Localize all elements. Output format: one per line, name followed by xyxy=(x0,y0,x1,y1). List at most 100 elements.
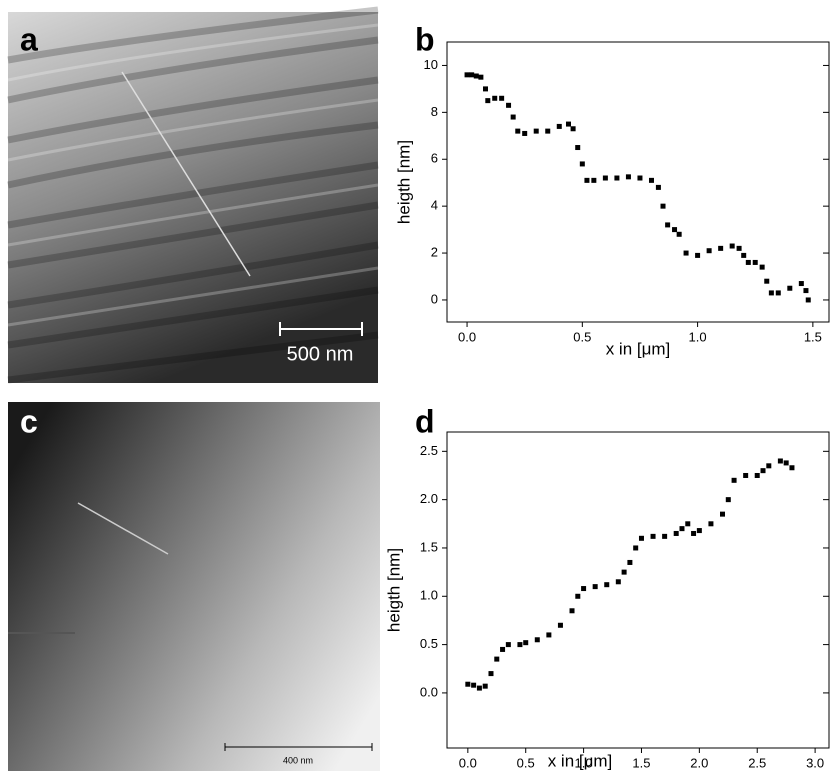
y-tick-label: 6 xyxy=(431,151,438,166)
panel-label: c xyxy=(20,403,38,439)
plot-frame xyxy=(446,41,830,323)
data-point xyxy=(695,252,701,258)
data-point xyxy=(575,145,581,151)
data-point xyxy=(655,184,661,190)
data-point xyxy=(464,72,470,78)
data-point xyxy=(759,264,765,270)
y-axis-label: heigth [nm] xyxy=(394,140,413,224)
data-point xyxy=(729,243,735,249)
y-tick-label: 2.0 xyxy=(420,491,438,506)
x-tick-label: 0.5 xyxy=(517,755,535,770)
data-point xyxy=(546,632,552,638)
data-point xyxy=(579,161,585,167)
data-point xyxy=(615,579,621,585)
data-point xyxy=(679,526,685,532)
data-point xyxy=(581,586,587,592)
data-point xyxy=(604,582,610,588)
x-tick-label: 0.0 xyxy=(458,329,476,344)
data-point xyxy=(805,297,811,303)
y-tick-label: 2 xyxy=(431,244,438,259)
x-axis-label: x in [μm] xyxy=(548,751,613,770)
data-point xyxy=(685,521,691,527)
y-tick-label: 10 xyxy=(424,57,438,72)
data-point xyxy=(745,259,751,265)
data-point xyxy=(510,114,516,120)
x-tick-label: 2.0 xyxy=(690,755,708,770)
data-point xyxy=(766,463,772,469)
data-point xyxy=(789,465,795,471)
x-tick-label: 3.0 xyxy=(806,755,824,770)
data-point xyxy=(798,281,804,287)
data-point xyxy=(584,177,590,183)
data-point xyxy=(478,74,484,80)
data-point xyxy=(492,95,498,101)
data-point xyxy=(523,640,529,646)
chart: 0.0 0.5 1.0 1.5 2.0 2.5 0.0 0.5 1.0 1.5 2.0 2.5 3.0 x… xyxy=(384,403,830,770)
data-point xyxy=(506,102,512,108)
data-point xyxy=(556,123,562,129)
data-point xyxy=(482,683,488,689)
data-point xyxy=(570,126,576,132)
data-point xyxy=(803,288,809,294)
data-point xyxy=(768,290,774,296)
x-tick-label: 1.5 xyxy=(804,329,822,344)
data-point xyxy=(545,128,551,134)
x-tick-label: 0.0 xyxy=(459,755,477,770)
y-tick-label: 1.0 xyxy=(420,588,438,603)
x-tick-label: 1.0 xyxy=(689,329,707,344)
data-point xyxy=(676,231,682,237)
data-point xyxy=(743,472,749,478)
data-point xyxy=(754,472,760,478)
data-point xyxy=(592,584,598,590)
afm-image-c: c 400 nm xyxy=(8,402,380,771)
data-point xyxy=(625,174,631,180)
data-point xyxy=(650,533,656,539)
data-point xyxy=(736,245,742,251)
panel-label: a xyxy=(20,21,38,57)
data-point xyxy=(691,530,697,536)
data-point xyxy=(637,175,643,181)
data-point xyxy=(673,530,679,536)
afm-image-a: a 500 nm xyxy=(7,6,379,384)
y-tick-label: 4 xyxy=(431,198,438,213)
data-point xyxy=(499,95,505,101)
scale-bar-label: 400 nm xyxy=(283,755,313,765)
data-point xyxy=(777,458,783,464)
data-point xyxy=(465,681,471,687)
data-point xyxy=(662,533,668,539)
data-point xyxy=(683,250,689,256)
data-point xyxy=(557,622,563,628)
y-tick-label: 0.0 xyxy=(420,684,438,699)
y-tick-label: 0.5 xyxy=(420,636,438,651)
data-point xyxy=(569,608,575,614)
data-point xyxy=(638,535,644,541)
data-point xyxy=(764,278,770,284)
chart: 0 2 4 6 8 10 0.0 0.5 1.0 1.5 x in [μm] heigth [nm] b xyxy=(394,21,830,358)
data-point xyxy=(522,130,528,136)
panel-label: b xyxy=(415,21,435,57)
data-point xyxy=(633,545,639,551)
data-point xyxy=(602,175,608,181)
data-point xyxy=(621,569,627,575)
data-point xyxy=(591,177,597,183)
data-point xyxy=(665,222,671,228)
data-point xyxy=(476,685,482,691)
data-point xyxy=(515,128,521,134)
data-point xyxy=(517,642,523,648)
data-point xyxy=(488,671,494,677)
data-point xyxy=(500,646,506,652)
data-point xyxy=(720,511,726,517)
data-point xyxy=(494,656,500,662)
data-point xyxy=(725,497,731,503)
y-tick-label: 0 xyxy=(431,291,438,306)
y-tick-label: 8 xyxy=(431,104,438,119)
data-point xyxy=(471,682,477,688)
x-axis-label: x in [μm] xyxy=(606,339,671,358)
data-point xyxy=(648,177,654,183)
y-tick-label: 2.5 xyxy=(420,443,438,458)
data-point xyxy=(775,290,781,296)
data-point xyxy=(469,72,475,78)
data-point xyxy=(718,245,724,251)
